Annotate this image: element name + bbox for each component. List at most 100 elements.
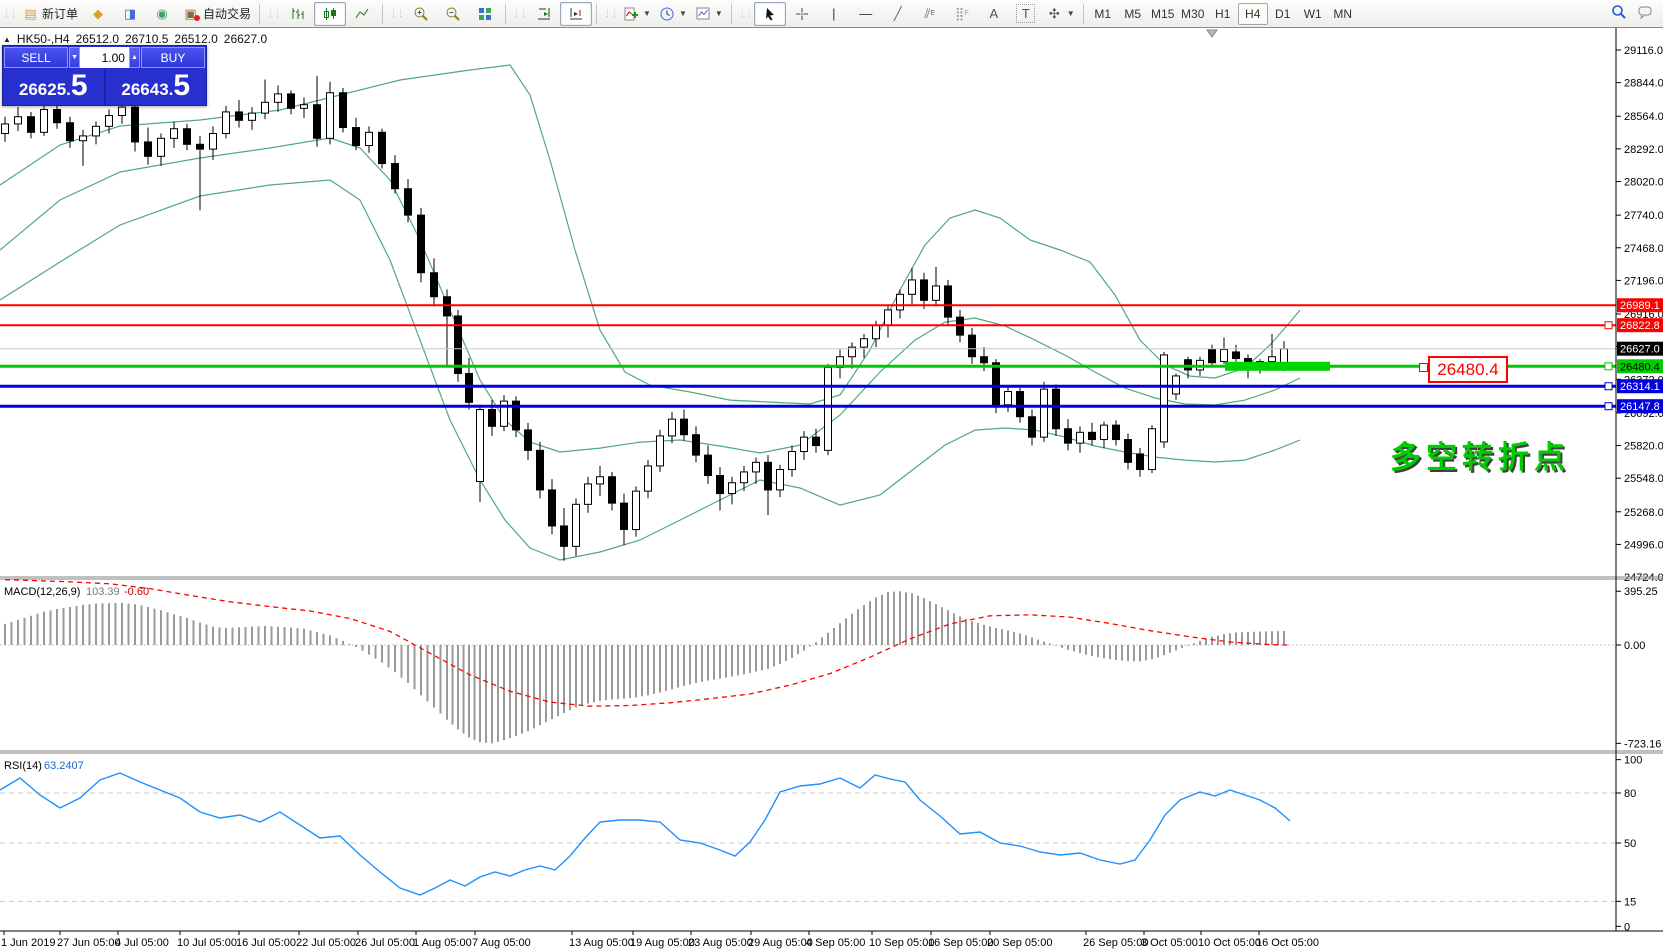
- timeframe-d1-button[interactable]: D1: [1275, 6, 1291, 21]
- price-tick-label: 27468.0: [1624, 243, 1663, 255]
- time-axis-label: 26 Jul 05:00: [355, 937, 415, 949]
- search-button[interactable]: [1611, 4, 1627, 23]
- crosshair-button[interactable]: [786, 2, 818, 26]
- toolbar-separator: [382, 3, 384, 24]
- channel-button[interactable]: ⫽ E: [914, 2, 946, 26]
- profiles-button[interactable]: ◆: [82, 2, 114, 26]
- time-axis-label: 10 Oct 05:00: [1198, 937, 1261, 949]
- autotrading-button-label: 自动交易: [203, 7, 252, 21]
- toolbar-drag-handle[interactable]: ⋮⋮: [603, 8, 619, 18]
- chart-shift-marker-icon[interactable]: [1206, 29, 1218, 38]
- new-order-button[interactable]: ▤ 新订单: [18, 2, 82, 26]
- chat-button[interactable]: [1637, 4, 1653, 23]
- candle-body: [740, 471, 748, 484]
- vertical-line-button[interactable]: |: [818, 2, 850, 26]
- chart-window: 29116.0 28844.0 28564.0 28292.0 28020.0 27740…: [0, 28, 1663, 949]
- market-watch-button[interactable]: ◨: [114, 2, 146, 26]
- fibonacci-button[interactable]: ⣿ F: [946, 2, 978, 26]
- price-callout-box[interactable]: 26480.4: [1428, 356, 1508, 383]
- indicators-button[interactable]: ▼: [619, 2, 655, 26]
- candle-body: [872, 325, 880, 340]
- trendline-button[interactable]: ╱: [882, 2, 914, 26]
- chart-canvas[interactable]: 29116.0 28844.0 28564.0 28292.0 28020.0 27740…: [0, 28, 1663, 949]
- toolbar-separator: [730, 3, 732, 24]
- turning-point-annotation[interactable]: 多空转折点: [1390, 440, 1570, 476]
- macd-tick-label: 0.00: [1624, 640, 1645, 652]
- horizontal-line-button[interactable]: —: [850, 2, 882, 26]
- zoom-out-button[interactable]: [437, 2, 469, 26]
- volume-input[interactable]: [80, 47, 129, 68]
- candle-body: [1016, 391, 1024, 418]
- tile-windows-button[interactable]: [469, 2, 501, 26]
- line-endpoint-marker[interactable]: [1604, 362, 1613, 371]
- collapse-ohlc-icon[interactable]: ▲: [3, 34, 11, 44]
- candle-body: [454, 315, 462, 375]
- navigator-button[interactable]: ◉: [146, 2, 178, 26]
- line-endpoint-marker[interactable]: [1604, 382, 1613, 391]
- candle-body: [1232, 351, 1240, 360]
- macd-tick-label: 395.25: [1624, 586, 1658, 598]
- candle-body: [79, 135, 87, 142]
- candle-body: [27, 116, 35, 133]
- text-button-glyph-icon: A: [989, 6, 999, 21]
- autotrading-button[interactable]: ▣ 自动交易: [178, 2, 255, 26]
- line-chart-button[interactable]: [346, 2, 378, 26]
- candle-body: [920, 279, 928, 301]
- text-label-button[interactable]: T: [1010, 2, 1042, 26]
- line-endpoint-marker[interactable]: [1604, 402, 1613, 411]
- candle-body: [596, 476, 604, 485]
- thick-green-segment[interactable]: [1225, 361, 1330, 371]
- volume-decrease-button[interactable]: ▼: [69, 47, 81, 68]
- candle-body: [1208, 349, 1216, 364]
- macd-tick-label: -723.16: [1624, 738, 1661, 750]
- timeframe-h4-button[interactable]: H4: [1237, 2, 1268, 25]
- cursor-button[interactable]: [753, 1, 786, 26]
- candle-body: [209, 133, 217, 150]
- toolbar-drag-handle[interactable]: ⋮⋮: [737, 8, 754, 18]
- bar-chart-button[interactable]: [282, 2, 314, 26]
- candle-body: [287, 93, 295, 109]
- bollinger-middle-band: [0, 137, 1301, 454]
- text-button[interactable]: A: [978, 2, 1010, 26]
- toolbar-drag-handle[interactable]: ⋮⋮: [266, 8, 282, 18]
- candle-body: [776, 469, 784, 491]
- periods-button[interactable]: ▼: [655, 2, 691, 26]
- candle-body: [656, 435, 664, 467]
- market-watch-button-glyph-icon: ◨: [123, 5, 137, 21]
- candle-body: [608, 476, 616, 504]
- sell-button[interactable]: SELL: [4, 47, 68, 68]
- chart-shift-button[interactable]: [560, 1, 593, 26]
- timeframe-m30-button[interactable]: M30: [1181, 6, 1205, 21]
- toolbar-drag-handle[interactable]: ⋮⋮: [389, 8, 405, 18]
- candlestick-chart-button[interactable]: [314, 1, 347, 26]
- time-axis-label: 27 Jun 05:00: [57, 937, 121, 949]
- price-callout-anchor[interactable]: [1419, 363, 1428, 372]
- candle-body: [1052, 388, 1060, 430]
- arrows-button[interactable]: ✣ ▼: [1042, 2, 1079, 26]
- volume-increase-button[interactable]: ▲: [128, 47, 140, 68]
- line-icon: [355, 8, 369, 18]
- templates-button[interactable]: ▼: [691, 2, 727, 26]
- timeframe-mn-button[interactable]: MN: [1333, 6, 1353, 21]
- sell-price[interactable]: 26625. 5: [3, 69, 106, 105]
- candle-body: [313, 104, 321, 139]
- tiles-icon: [479, 7, 492, 20]
- time-axis-label: 7 Aug 05:00: [472, 937, 531, 949]
- line-endpoint-marker[interactable]: [1604, 321, 1613, 330]
- zoom-in-button[interactable]: [405, 2, 437, 26]
- timeframe-m1-button[interactable]: M1: [1094, 6, 1112, 21]
- candle-body: [443, 296, 451, 317]
- toolbar-drag-handle[interactable]: ⋮⋮: [2, 8, 18, 18]
- auto-scroll-button[interactable]: [528, 2, 560, 26]
- buy-price[interactable]: 26643. 5: [106, 69, 207, 105]
- timeframe-m5-button[interactable]: M5: [1124, 6, 1142, 21]
- price-label-text: 26822.8: [1620, 320, 1660, 332]
- timeframe-w1-button[interactable]: W1: [1303, 6, 1322, 21]
- timeframe-h1-button[interactable]: H1: [1215, 6, 1231, 21]
- price-tick-label: 28020.0: [1624, 177, 1663, 189]
- price-tick-label: 28564.0: [1624, 111, 1663, 123]
- buy-button[interactable]: BUY: [141, 47, 205, 68]
- trendline-button-glyph-icon: ╱: [893, 5, 902, 21]
- toolbar-drag-handle[interactable]: ⋮⋮: [512, 8, 528, 18]
- timeframe-m15-button[interactable]: M15: [1151, 6, 1175, 21]
